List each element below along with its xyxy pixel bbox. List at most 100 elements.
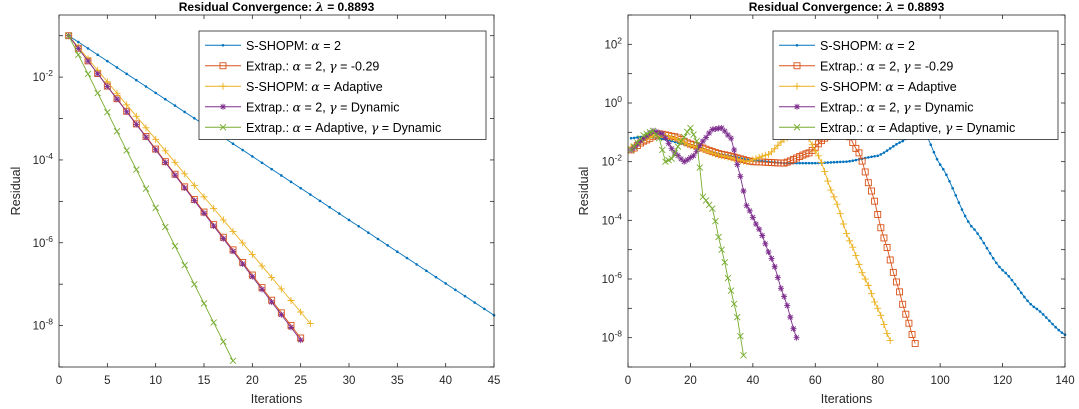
y-tick-label: 102 <box>604 35 622 51</box>
data-point-s4 <box>715 125 722 132</box>
x-tick-label: 30 <box>343 375 356 387</box>
data-point-s1 <box>966 220 970 223</box>
data-point-s3 <box>702 147 710 155</box>
data-point-s1 <box>826 161 830 164</box>
x-tick-label: 0 <box>56 375 62 387</box>
data-point-s1 <box>885 149 889 152</box>
data-point-s4 <box>687 154 694 161</box>
y-tick-label: 100 <box>604 94 622 110</box>
data-point-s1 <box>164 97 167 101</box>
data-point-s1 <box>970 224 973 228</box>
data-point-s1 <box>941 167 945 171</box>
right-y-axis-label: Residual <box>577 167 591 216</box>
data-point-s1 <box>241 148 244 152</box>
data-point-s1 <box>876 154 880 158</box>
data-point-s3 <box>852 251 860 259</box>
right-x-axis-label: Iterations <box>821 392 872 406</box>
legend-marker-swatch <box>793 82 801 90</box>
data-point-s4 <box>756 226 763 233</box>
data-point-s4 <box>278 311 285 318</box>
legend-marker-swatch <box>220 103 226 110</box>
data-point-s3 <box>277 285 285 293</box>
y-tick-label: 10-2 <box>33 68 54 84</box>
data-point-s4 <box>640 135 647 142</box>
legend-label: Extrap.: α = 2, γ = Dynamic <box>246 99 400 114</box>
legend-marker-swatch <box>793 62 801 70</box>
data-point-s1 <box>251 155 254 158</box>
data-point-s3 <box>886 337 894 345</box>
data-point-s1 <box>995 261 998 265</box>
data-point-s3 <box>258 262 266 270</box>
data-point-s4 <box>734 161 741 168</box>
data-point-s3 <box>774 141 782 149</box>
data-point-s4 <box>85 58 91 65</box>
series-s4 <box>65 32 304 344</box>
data-point-s4 <box>681 158 688 165</box>
data-point-s3 <box>210 204 218 212</box>
data-point-s1 <box>938 163 942 166</box>
data-point-s3 <box>855 260 863 268</box>
legend-label: S-SHOPM: α = 2 <box>246 38 341 53</box>
data-point-s4 <box>162 159 169 166</box>
series-s5 <box>65 32 237 365</box>
data-point-s2 <box>883 244 891 251</box>
data-point-s2 <box>864 179 872 187</box>
data-point-s3 <box>239 239 247 247</box>
data-point-s1 <box>895 143 898 146</box>
data-point-s2 <box>899 300 907 308</box>
data-point-s4 <box>693 148 700 155</box>
data-point-s4 <box>746 207 753 214</box>
data-point-s5 <box>693 137 700 145</box>
data-point-s1 <box>415 263 418 266</box>
data-point-s1 <box>929 143 933 146</box>
data-point-s4 <box>152 146 159 153</box>
data-point-s1 <box>851 159 855 162</box>
data-point-s1 <box>328 205 331 209</box>
legend-marker-swatch <box>219 123 227 131</box>
data-point-s4 <box>249 273 256 280</box>
data-point-s3 <box>683 140 691 148</box>
data-point-s1 <box>901 139 904 143</box>
x-tick-label: 35 <box>391 375 404 387</box>
data-point-s3 <box>665 133 673 141</box>
data-point-s1 <box>1041 313 1045 316</box>
data-point-s1 <box>135 78 138 82</box>
right-series-group <box>627 124 1067 359</box>
legend-marker-swatch <box>221 43 225 47</box>
data-point-s4 <box>230 248 236 255</box>
data-point-s2 <box>861 168 869 176</box>
data-point-s1 <box>183 110 186 114</box>
x-tick-label: 45 <box>488 375 501 387</box>
data-point-s1 <box>173 104 177 107</box>
data-point-s1 <box>976 232 979 235</box>
left-legend: S-SHOPM: α = 2 Extrap.: α = 2, γ = -0.29 S… <box>198 30 487 140</box>
data-point-s3 <box>219 216 227 224</box>
data-point-s1 <box>144 85 148 88</box>
data-point-s4 <box>731 146 738 153</box>
data-point-s3 <box>171 158 179 166</box>
series-s1 <box>67 34 496 317</box>
data-point-s2 <box>858 157 866 165</box>
data-point-s1 <box>838 160 842 164</box>
x-tick-label: 20 <box>684 375 697 387</box>
data-point-s1 <box>299 186 302 190</box>
data-point-s3 <box>736 156 744 164</box>
data-point-s1 <box>396 250 399 254</box>
data-point-s3 <box>190 181 198 189</box>
data-point-s1 <box>260 161 264 165</box>
data-point-s1 <box>405 256 409 260</box>
data-point-s3 <box>721 152 729 160</box>
data-point-s5 <box>727 287 735 295</box>
data-point-s5 <box>687 124 694 132</box>
data-point-s1 <box>879 153 883 156</box>
data-point-s3 <box>727 154 735 162</box>
data-point-s3 <box>248 250 256 258</box>
data-point-s5 <box>113 127 121 135</box>
data-point-s5 <box>737 332 744 340</box>
data-point-s1 <box>357 224 360 228</box>
data-point-s4 <box>259 286 265 293</box>
data-point-s1 <box>115 66 119 69</box>
data-point-s2 <box>889 268 897 276</box>
data-point-s5 <box>104 108 111 116</box>
x-tick-label: 120 <box>993 375 1012 387</box>
